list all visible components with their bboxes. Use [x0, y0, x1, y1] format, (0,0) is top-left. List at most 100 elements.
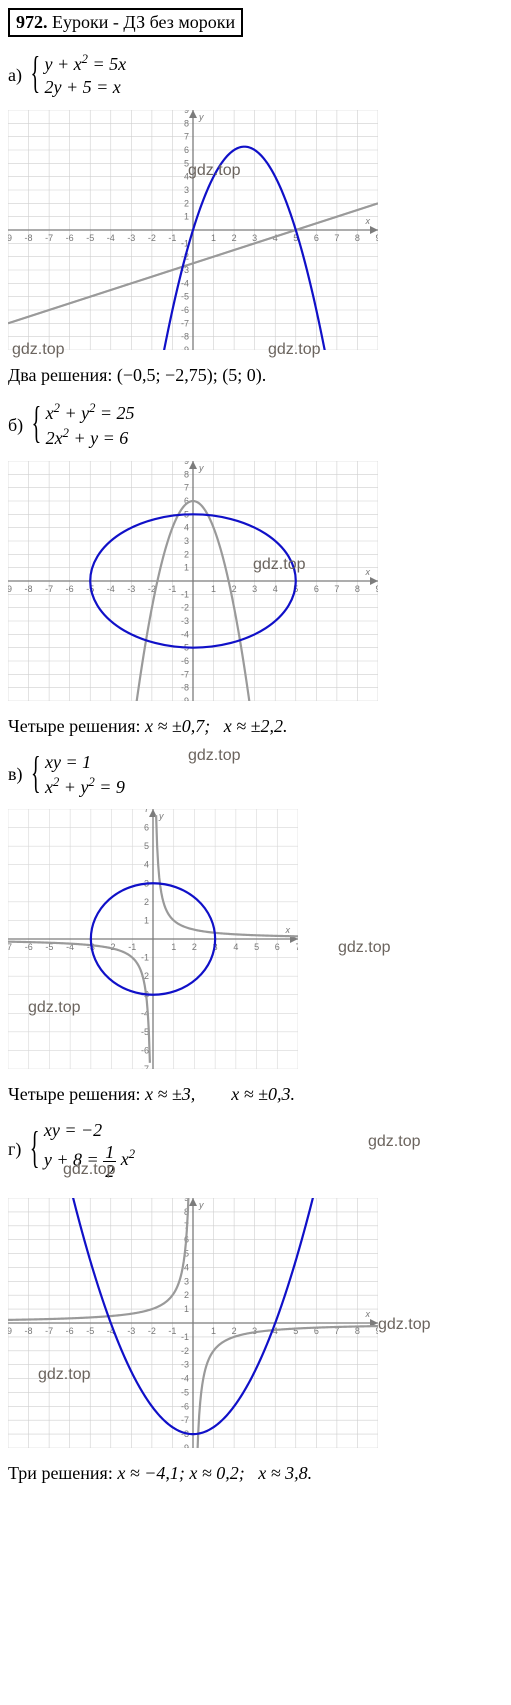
graph-b: -9-8-7-6-5-4-3-2-1123456789-9-8-7-6-5-4-…: [8, 461, 503, 706]
svg-text:4: 4: [273, 584, 278, 594]
problem-number: 972.: [16, 12, 48, 32]
answer-b: Четыре решения: x ≈ ±0,7; x ≈ ±2,2.: [8, 716, 503, 737]
svg-text:-9: -9: [181, 696, 189, 701]
watermark: gdz.top: [188, 747, 240, 765]
svg-text:3: 3: [184, 185, 189, 195]
svg-text:y: y: [198, 1200, 204, 1210]
svg-text:4: 4: [233, 942, 238, 952]
svg-text:-8: -8: [25, 1326, 33, 1336]
svg-text:-3: -3: [127, 584, 135, 594]
svg-text:-7: -7: [45, 233, 53, 243]
part-c-system: xy = 1 x2 + y2 = 9: [31, 751, 125, 800]
svg-text:-6: -6: [66, 233, 74, 243]
answer-c: Четыре решения: x ≈ ±3, x ≈ ±0,3.: [8, 1084, 503, 1105]
answer-d: Три решения: x ≈ −4,1; x ≈ 0,2; x ≈ 3,8.: [8, 1463, 503, 1484]
part-b-eq2: 2x2 + y = 6: [46, 425, 135, 450]
part-a-eq2: 2y + 5 = x: [44, 76, 126, 99]
svg-text:-8: -8: [25, 584, 33, 594]
svg-text:3: 3: [252, 233, 257, 243]
answer-b-prefix: Четыре решения:: [8, 716, 145, 736]
svg-text:6: 6: [144, 823, 149, 833]
svg-text:1: 1: [184, 562, 189, 572]
svg-text:-6: -6: [25, 942, 33, 952]
svg-text:7: 7: [334, 233, 339, 243]
svg-text:x: x: [285, 925, 291, 935]
svg-text:2: 2: [232, 1326, 237, 1336]
svg-text:-3: -3: [127, 233, 135, 243]
svg-text:-7: -7: [141, 1064, 149, 1069]
svg-text:y: y: [158, 811, 164, 821]
svg-text:3: 3: [184, 536, 189, 546]
svg-text:-9: -9: [8, 233, 12, 243]
svg-text:1: 1: [211, 1326, 216, 1336]
svg-text:8: 8: [355, 584, 360, 594]
graph-d: -9-8-7-6-5-4-3-2-1123456789-9-8-7-6-5-4-…: [8, 1198, 503, 1453]
svg-text:3: 3: [252, 584, 257, 594]
svg-text:2: 2: [184, 198, 189, 208]
svg-text:2: 2: [192, 942, 197, 952]
svg-text:-4: -4: [107, 233, 115, 243]
svg-text:-8: -8: [25, 233, 33, 243]
svg-text:-7: -7: [8, 942, 12, 952]
svg-text:-3: -3: [127, 1326, 135, 1336]
svg-text:-1: -1: [181, 1332, 189, 1342]
svg-text:-5: -5: [86, 1326, 94, 1336]
part-b-label: б): [8, 415, 23, 436]
svg-text:-1: -1: [141, 953, 149, 963]
svg-text:1: 1: [184, 1304, 189, 1314]
svg-text:2: 2: [184, 1290, 189, 1300]
svg-text:-9: -9: [181, 345, 189, 350]
svg-text:-1: -1: [181, 589, 189, 599]
part-b-eq1: x2 + y2 = 25: [46, 400, 135, 425]
svg-text:-6: -6: [66, 584, 74, 594]
svg-text:-6: -6: [181, 305, 189, 315]
svg-text:-5: -5: [181, 291, 189, 301]
svg-text:x: x: [365, 567, 371, 577]
part-c-eq1: xy = 1: [45, 751, 125, 774]
svg-text:7: 7: [144, 809, 149, 814]
svg-text:4: 4: [144, 860, 149, 870]
watermark: gdz.top: [38, 1366, 90, 1384]
svg-text:-3: -3: [181, 1359, 189, 1369]
svg-text:5: 5: [144, 841, 149, 851]
part-c: в) xy = 1 x2 + y2 = 9 gdz.top: [8, 751, 503, 800]
svg-text:9: 9: [184, 461, 189, 466]
answer-c-x1: x ≈ ±3,: [145, 1084, 195, 1104]
watermark: gdz.top: [253, 556, 305, 574]
svg-text:8: 8: [184, 469, 189, 479]
svg-text:-6: -6: [66, 1326, 74, 1336]
watermark: gdz.top: [378, 1316, 430, 1334]
svg-text:2: 2: [232, 233, 237, 243]
svg-text:2: 2: [232, 584, 237, 594]
part-c-eq2: x2 + y2 = 9: [45, 774, 125, 799]
svg-text:-7: -7: [181, 1415, 189, 1425]
watermark: gdz.top: [338, 939, 390, 957]
svg-text:2: 2: [144, 897, 149, 907]
part-a-system: y + x2 = 5x 2y + 5 = x: [30, 51, 126, 100]
svg-text:9: 9: [375, 233, 378, 243]
answer-d-x1: x ≈ −4,1;: [117, 1463, 185, 1483]
answer-c-prefix: Четыре решения:: [8, 1084, 145, 1104]
svg-text:-2: -2: [181, 602, 189, 612]
answer-b-x1: x ≈ ±0,7;: [145, 716, 210, 736]
svg-text:-1: -1: [168, 1326, 176, 1336]
svg-text:-8: -8: [181, 682, 189, 692]
answer-d-prefix: Три решения:: [8, 1463, 117, 1483]
answer-b-x2: x ≈ ±2,2.: [224, 716, 288, 736]
problem-header: 972. Еуроки - ДЗ без мороки: [8, 8, 243, 37]
part-d-eq1: xy = −2: [44, 1119, 135, 1142]
part-a-eq1: y + x2 = 5x: [44, 51, 126, 76]
svg-text:-2: -2: [148, 233, 156, 243]
watermark: gdz.top: [12, 341, 64, 359]
watermark: gdz.top: [188, 162, 240, 180]
svg-text:-1: -1: [128, 942, 136, 952]
svg-text:1: 1: [211, 233, 216, 243]
part-d-label: г): [8, 1139, 21, 1160]
watermark: gdz.top: [28, 999, 80, 1017]
svg-text:9: 9: [184, 110, 189, 115]
svg-text:5: 5: [254, 942, 259, 952]
header-tagline: Еуроки - ДЗ без мороки: [52, 12, 235, 32]
svg-text:-7: -7: [181, 669, 189, 679]
svg-text:x: x: [365, 216, 371, 226]
svg-text:1: 1: [184, 211, 189, 221]
